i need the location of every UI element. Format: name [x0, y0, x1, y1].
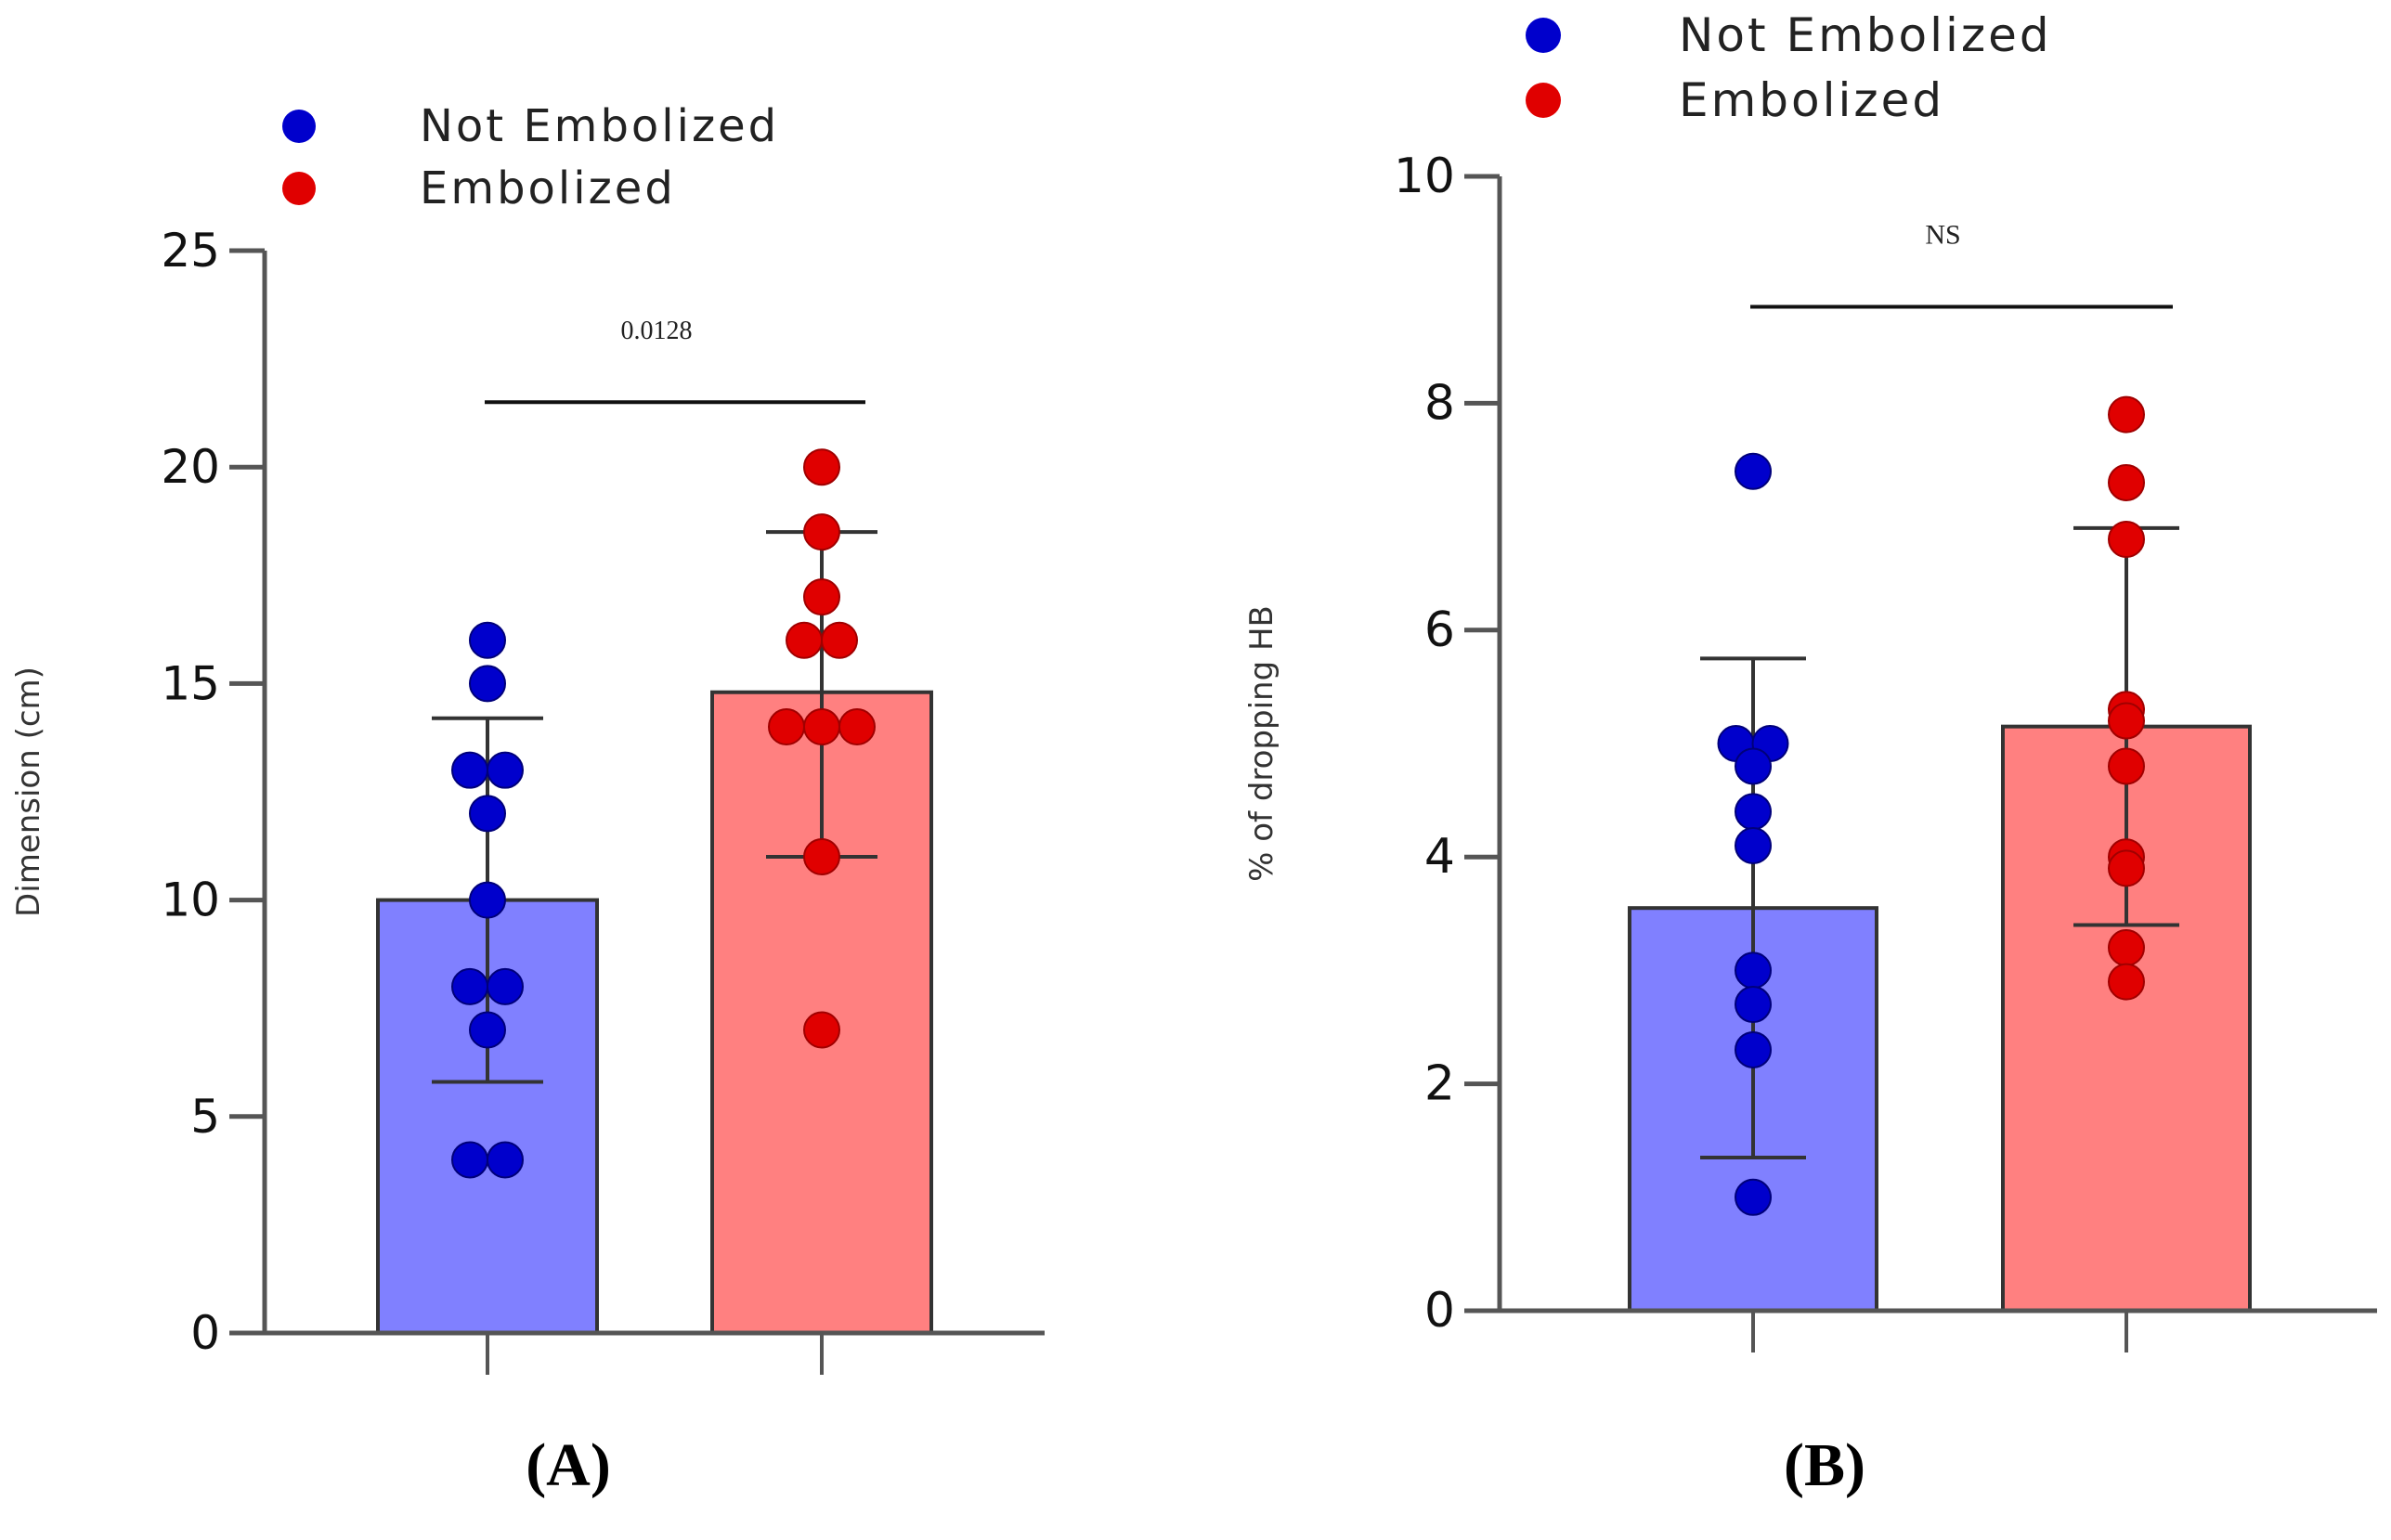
legend-label: Not Embolized	[1679, 8, 2052, 62]
data-point	[451, 1141, 488, 1179]
data-point	[786, 621, 823, 659]
y-tick-label: 10	[161, 874, 220, 927]
legend-marker	[1526, 18, 1561, 53]
significance-label: 0.0128	[621, 317, 693, 345]
y-tick-label: 0	[1424, 1283, 1455, 1339]
data-point	[821, 621, 858, 659]
data-point	[2108, 849, 2145, 887]
legend-marker	[1526, 83, 1561, 118]
data-point	[469, 665, 506, 703]
y-tick-label: 15	[161, 656, 220, 710]
y-tick-label: 8	[1424, 375, 1455, 431]
data-point	[2108, 928, 2145, 966]
legend-label: Embolized	[420, 162, 676, 214]
data-point	[487, 1141, 524, 1179]
data-point	[1735, 986, 1772, 1024]
y-tick-label: 5	[190, 1090, 220, 1144]
y-tick-label: 2	[1424, 1056, 1455, 1112]
panel-label: (A)	[526, 1431, 611, 1499]
y-tick-label: 4	[1424, 829, 1455, 885]
panel-b: 0 2 4 6 8 10 % of dropping HB NS Not Embolized Em…	[1243, 8, 2377, 1499]
data-point	[487, 967, 524, 1005]
legend-marker	[282, 172, 316, 205]
data-point	[1735, 793, 1772, 831]
data-point	[2108, 395, 2145, 434]
data-point	[2108, 463, 2145, 501]
data-point	[1735, 951, 1772, 990]
y-axis-label: % of dropping HB	[1243, 605, 1280, 882]
panel-a: 0 5 10 15 20 25 Dimension (cm) 0.0128 Not Emboli…	[10, 100, 1045, 1499]
data-point	[2108, 747, 2145, 785]
y-tick-label: 10	[1394, 149, 1455, 204]
data-point	[803, 448, 840, 486]
data-point	[2108, 963, 2145, 1001]
data-point	[1735, 452, 1772, 490]
data-point	[487, 751, 524, 789]
significance-label: NS	[1925, 220, 1960, 251]
data-point	[1735, 826, 1772, 864]
data-point	[803, 837, 840, 875]
data-point	[2108, 702, 2145, 740]
data-point	[469, 621, 506, 659]
data-point	[838, 708, 876, 746]
y-tick-label: 20	[161, 440, 220, 494]
y-tick-label: 6	[1424, 602, 1455, 658]
panel-label: (B)	[1784, 1431, 1865, 1499]
y-tick-label: 25	[161, 224, 220, 278]
legend-label: Embolized	[1679, 73, 1944, 127]
data-point	[803, 708, 840, 746]
legend-marker	[282, 110, 316, 143]
data-point	[1735, 747, 1772, 785]
data-point	[469, 881, 506, 919]
data-point	[803, 578, 840, 616]
data-point	[451, 967, 488, 1005]
data-point	[1735, 1030, 1772, 1068]
data-point	[803, 1011, 840, 1049]
data-point	[2108, 521, 2145, 559]
data-point	[469, 1011, 506, 1049]
y-tick-label: 0	[190, 1306, 220, 1360]
legend-label: Not Embolized	[420, 100, 779, 152]
data-point	[768, 708, 805, 746]
data-point	[469, 795, 506, 833]
data-point	[803, 513, 840, 551]
data-point	[1735, 1178, 1772, 1216]
data-point	[451, 751, 488, 789]
y-axis-label: Dimension (cm)	[10, 666, 47, 917]
